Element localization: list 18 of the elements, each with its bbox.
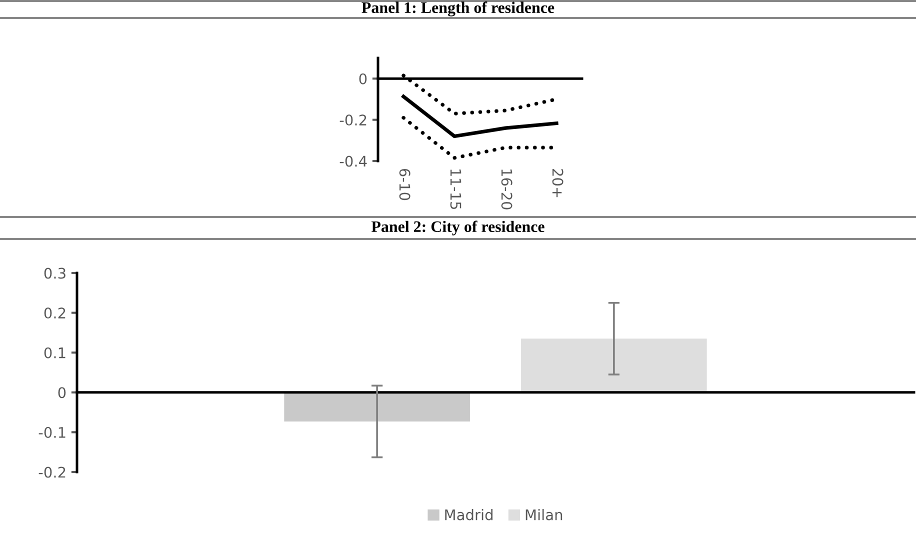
line-series [402,94,558,138]
x-tick-label: 6-10 [399,168,410,200]
y-tick-label: 0 [359,73,367,84]
y-tick-label: -0.2 [340,114,366,126]
y-tick-label: -0.1 [38,426,66,438]
legend-label: Madrid [445,509,492,520]
y-tick-label: 0.1 [44,347,66,358]
chart-title: Panel 1: Length of residence [362,2,554,16]
x-tick-label: 11-15 [450,170,462,210]
y-tick-label: 0.3 [44,268,66,279]
x-tick-label: 16-20 [501,170,512,210]
y-tick-label: 0.2 [44,308,66,319]
x-tick-label: 20+ [552,169,564,198]
y-tick-label: -0.4 [340,156,367,167]
legend-label: Milan [526,509,562,520]
y-tick-label: 0 [58,387,66,398]
y-tick-label: -0.2 [38,466,66,478]
chart-title: Panel 2: City of residence [371,220,544,236]
